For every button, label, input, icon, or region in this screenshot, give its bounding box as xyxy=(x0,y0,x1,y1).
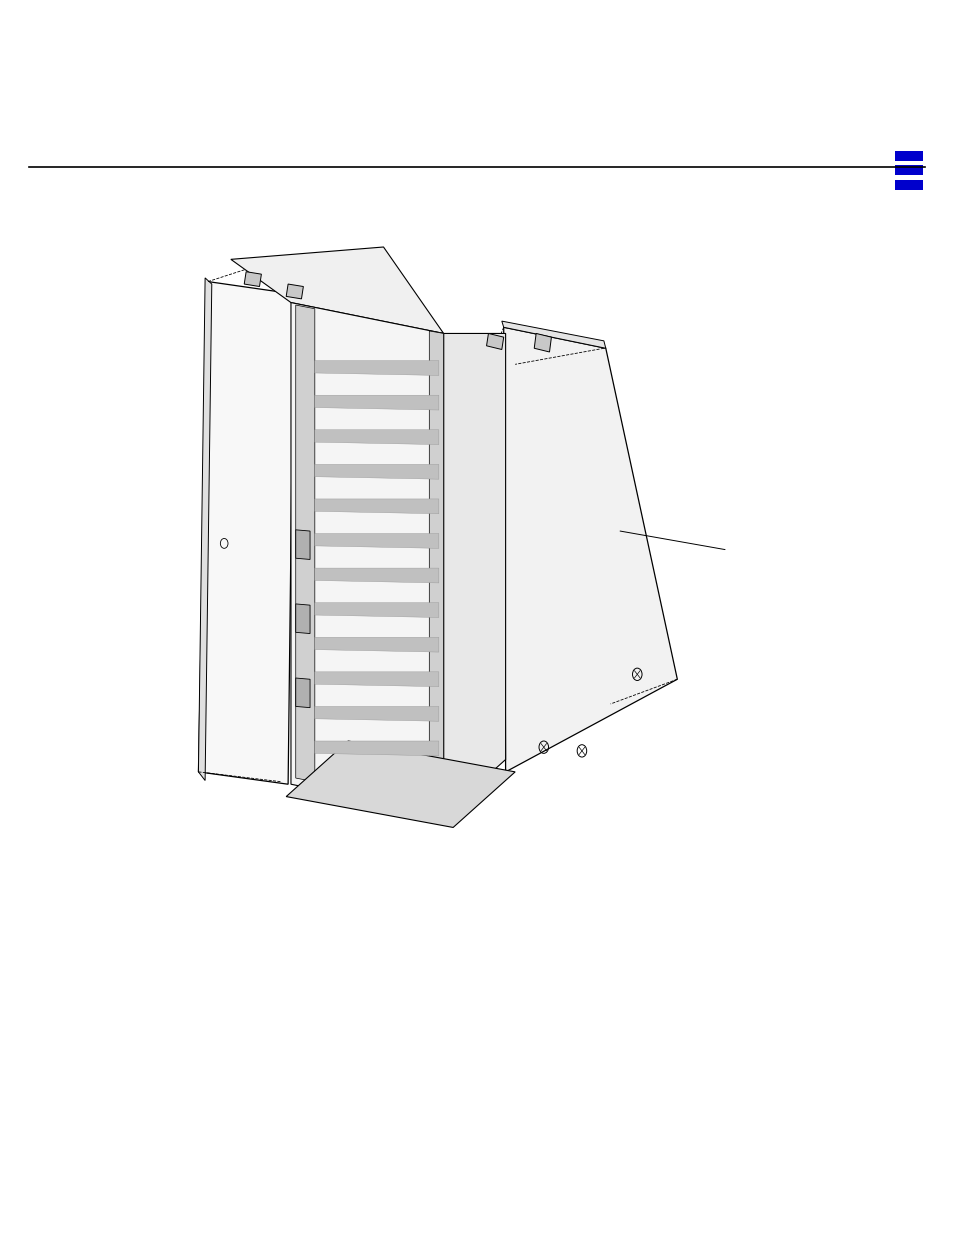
Polygon shape xyxy=(314,499,438,514)
Polygon shape xyxy=(486,333,503,350)
Polygon shape xyxy=(314,603,438,618)
Polygon shape xyxy=(291,303,443,815)
Polygon shape xyxy=(503,327,677,772)
Polygon shape xyxy=(295,530,310,559)
Polygon shape xyxy=(244,272,261,287)
Polygon shape xyxy=(286,284,303,299)
Polygon shape xyxy=(314,568,438,583)
Polygon shape xyxy=(314,706,438,721)
Polygon shape xyxy=(198,278,212,781)
Polygon shape xyxy=(314,464,438,479)
Polygon shape xyxy=(314,672,438,687)
Polygon shape xyxy=(534,333,551,352)
Polygon shape xyxy=(314,361,438,375)
Polygon shape xyxy=(286,741,515,827)
Polygon shape xyxy=(314,430,438,445)
Polygon shape xyxy=(295,305,314,782)
Polygon shape xyxy=(295,678,310,708)
Polygon shape xyxy=(443,333,505,815)
FancyBboxPatch shape xyxy=(894,151,923,161)
Polygon shape xyxy=(314,534,438,548)
Polygon shape xyxy=(429,331,443,813)
Polygon shape xyxy=(314,637,438,652)
Polygon shape xyxy=(314,741,438,756)
Polygon shape xyxy=(501,321,605,348)
FancyBboxPatch shape xyxy=(894,165,923,175)
Polygon shape xyxy=(314,395,438,410)
Polygon shape xyxy=(231,247,443,333)
Polygon shape xyxy=(198,282,294,784)
FancyBboxPatch shape xyxy=(894,180,923,190)
Polygon shape xyxy=(295,604,310,634)
